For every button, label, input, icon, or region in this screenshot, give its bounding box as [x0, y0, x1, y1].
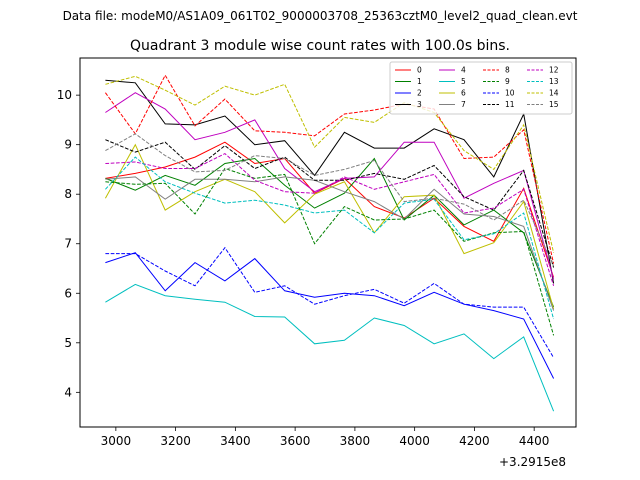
series-line-13: [105, 156, 555, 320]
x-tick-label: 4000: [399, 434, 430, 448]
series-line-5: [105, 283, 555, 412]
axes-frame: [79, 57, 577, 428]
y-tick-label: 5: [64, 336, 72, 350]
series-line-15: [105, 133, 555, 267]
legend-label-6: 6: [461, 89, 466, 98]
x-tick-label: 4400: [519, 434, 550, 448]
plot-area: 3000 3200 3400 3600 3800 4000 4200 440045678910…: [57, 57, 577, 448]
x-tick-label: 3400: [220, 434, 251, 448]
series-line-7: [105, 176, 555, 311]
series-line-8: [104, 74, 555, 264]
chart-suptitle: Data file: modeM0/AS1A09_061T02_90000037…: [63, 9, 578, 23]
legend-label-0: 0: [417, 66, 422, 75]
y-tick-label: 10: [57, 88, 72, 102]
y-tick-label: 7: [64, 237, 72, 251]
legend-label-7: 7: [461, 100, 466, 109]
x-tick-label: 3800: [340, 434, 371, 448]
legend-label-9: 9: [505, 77, 510, 86]
y-tick-label: 8: [64, 187, 72, 201]
chart-title: Quadrant 3 module wise count rates with …: [130, 38, 510, 54]
legend-label-5: 5: [461, 77, 466, 86]
x-tick-label: 3200: [160, 434, 191, 448]
legend-label-14: 14: [549, 89, 559, 98]
series-line-12: [105, 153, 555, 286]
legend-label-15: 15: [549, 100, 559, 109]
legend-label-2: 2: [417, 89, 422, 98]
legend-label-13: 13: [549, 77, 559, 86]
legend-label-11: 11: [505, 100, 515, 109]
y-tick-label: 6: [64, 286, 72, 300]
x-tick-label: 4200: [459, 434, 490, 448]
series-line-2: [105, 252, 555, 379]
legend-label-4: 4: [461, 66, 466, 75]
series-line-14: [105, 75, 555, 253]
legend-label-8: 8: [505, 66, 510, 75]
legend-label-1: 1: [417, 77, 422, 86]
y-tick-label: 4: [64, 385, 72, 399]
series-line-4: [105, 92, 555, 280]
legend-label-3: 3: [417, 100, 422, 109]
series-line-1: [105, 157, 555, 308]
legend-label-10: 10: [505, 89, 515, 98]
legend-box: [389, 61, 573, 115]
x-offset-label: +3.2915e8: [499, 455, 566, 469]
series-line-6: [104, 143, 555, 310]
series-line-10: [105, 246, 555, 358]
x-tick-label: 3600: [280, 434, 311, 448]
x-tick-label: 3000: [101, 434, 132, 448]
legend-label-12: 12: [549, 66, 559, 75]
y-tick-label: 9: [64, 138, 72, 152]
